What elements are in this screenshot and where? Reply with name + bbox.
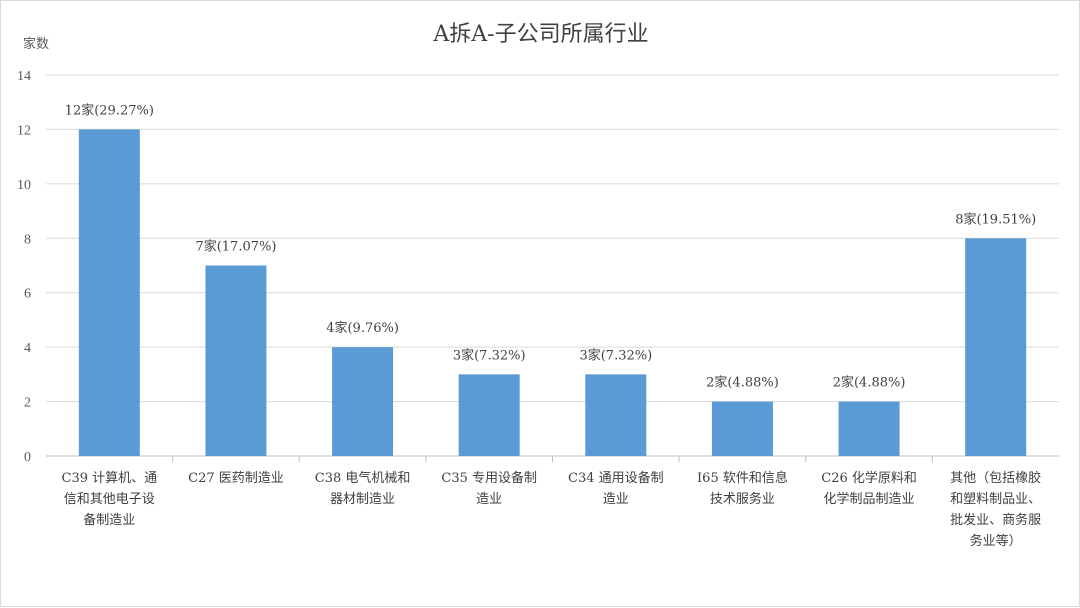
bar [965,238,1027,456]
bar [205,265,267,456]
data-label: 12家(29.27%) [65,102,154,118]
bar [585,374,647,456]
y-tick-label: 8 [24,232,31,247]
bar [458,374,520,456]
category-label-line: 信和其他电子设 [64,492,155,507]
category-label-line: 务业等） [970,533,1022,549]
category-label-line: 造业 [603,492,629,507]
bar [711,401,773,456]
category-label-line: 其他（包括橡胶 [950,470,1041,486]
category-label-line: 备制造业 [83,512,135,528]
y-tick-label: 6 [24,287,31,302]
y-axis-label: 家数 [23,36,49,52]
data-labels: 12家(29.27%) 7家(17.07%) 4家(9.76%) 3家(7.32%) 3… [65,102,1037,390]
category-label-line: 器材制造业 [330,492,395,507]
category-label-line: C26 化学原料和 [821,470,917,486]
bar [78,129,140,456]
category-label-line: I65 软件和信息 [697,470,788,486]
bar [332,347,394,456]
category-label: C27 医药制造业 [188,471,284,486]
y-tick-label: 14 [17,69,31,84]
category-label-line: C27 医药制造业 [188,471,284,486]
category-label-line: 和塑料制品业、 [950,492,1041,507]
category-label-line: 化学制品制造业 [824,491,915,507]
data-label: 8家(19.51%) [955,211,1036,227]
y-tick-label: 0 [24,450,31,465]
y-tick-label: 4 [24,341,31,356]
data-label: 7家(17.07%) [195,239,276,255]
data-label: 3家(7.32%) [453,347,526,363]
y-tick-label: 10 [17,178,31,193]
y-tick-label: 12 [17,123,31,138]
category-label-line: 造业 [476,492,502,507]
gridlines [46,74,1059,457]
data-label: 4家(9.76%) [326,320,399,336]
y-tick-label: 2 [24,396,31,411]
bars [78,129,1027,456]
chart-title: A拆A-子公司所属行业 [432,22,648,47]
data-label: 3家(7.32%) [579,347,652,363]
category-label-line: C34 通用设备制 [568,470,664,486]
data-label: 2家(4.88%) [706,375,779,391]
y-axis-ticks: 0 2 4 6 8 10 12 14 [17,69,31,465]
category-label-line: C35 专用设备制 [441,470,537,486]
category-label-line: C39 计算机、通 [62,471,158,486]
category-label-line: 技术服务业 [710,491,775,507]
category-label-line: 批发业、商务服 [950,512,1041,528]
category-label-line: C38 电气机械和 [315,470,411,486]
data-label: 2家(4.88%) [833,375,906,391]
bar [838,401,900,456]
